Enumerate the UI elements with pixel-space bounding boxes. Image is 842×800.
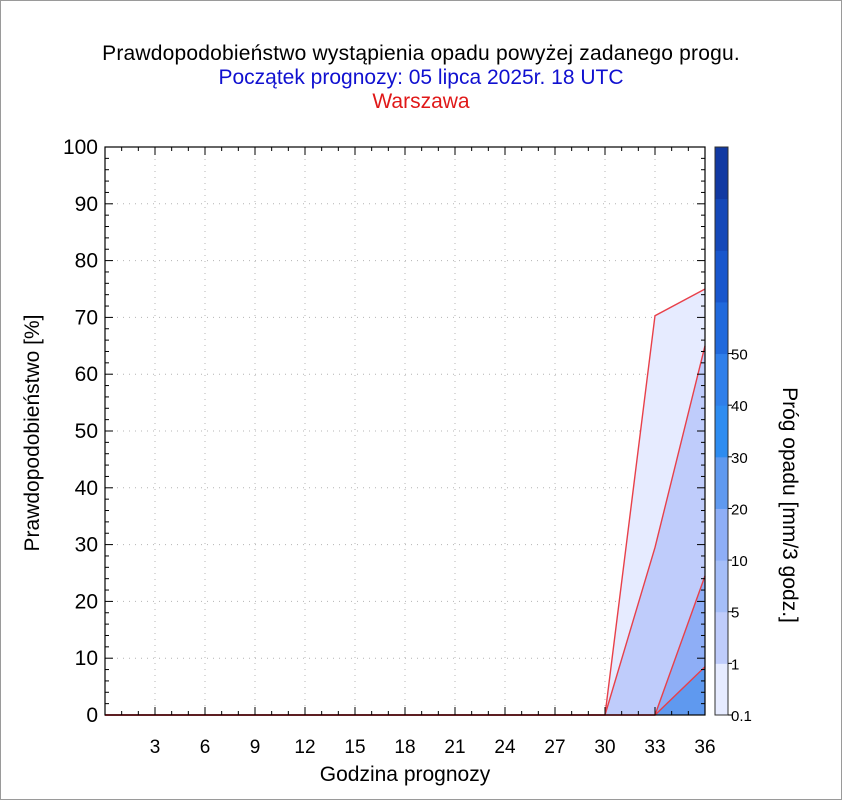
colorbar-tick-label: 20 — [731, 501, 748, 518]
colorbar-segment — [715, 147, 728, 200]
y-tick-label: 50 — [75, 420, 98, 443]
y-axis-label: Prawdopodobieństwo [%] — [21, 315, 44, 552]
x-tick-label: 30 — [594, 737, 615, 758]
colorbar-segment — [715, 198, 728, 251]
colorbar-tick-label: 5 — [731, 605, 739, 622]
x-tick-label: 15 — [344, 737, 365, 758]
colorbar-tick-label: 1 — [731, 656, 739, 673]
y-tick-label: 0 — [86, 704, 98, 727]
y-tick-label: 60 — [75, 363, 98, 386]
x-tick-label: 12 — [294, 737, 315, 758]
colorbar-segment — [715, 353, 728, 406]
y-tick-label: 80 — [75, 250, 98, 273]
y-tick-label: 100 — [63, 136, 98, 159]
x-tick-label: 24 — [494, 737, 516, 758]
colorbar-label: Próg opadu [mm/3 godz.] — [778, 387, 801, 623]
x-tick-label: 18 — [394, 737, 415, 758]
y-tick-label: 90 — [75, 193, 98, 216]
x-tick-label: 3 — [150, 737, 161, 758]
x-axis-label: Godzina prognozy — [320, 763, 491, 786]
colorbar-segment — [715, 301, 728, 355]
colorbar-segment — [715, 663, 728, 716]
colorbar-border — [714, 146, 729, 716]
colorbar-segment — [715, 405, 728, 458]
chart-title: Prawdopodobieństwo wystąpienia opadu pow… — [102, 42, 740, 65]
area-series-1 — [105, 345, 705, 715]
y-tick-label: 20 — [75, 590, 98, 613]
chart-location: Warszawa — [372, 90, 470, 113]
chart-subtitle: Początek prognozy: 05 lipca 2025r. 18 UT… — [218, 66, 624, 89]
plot-border — [104, 146, 706, 716]
x-tick-label: 27 — [544, 737, 565, 758]
colorbar-segment — [715, 250, 728, 303]
colorbar-tick-label: 30 — [731, 450, 748, 467]
colorbar-tick-label: 50 — [731, 347, 748, 364]
colorbar-segment — [715, 611, 728, 664]
x-tick-label: 36 — [694, 737, 715, 758]
y-tick-label: 40 — [75, 477, 98, 500]
colorbar-segment — [715, 508, 728, 561]
colorbar-segment — [715, 456, 728, 509]
x-tick-label: 6 — [200, 737, 211, 758]
y-tick-label: 30 — [75, 534, 98, 557]
y-tick-label: 10 — [75, 647, 98, 670]
x-tick-label: 21 — [444, 737, 465, 758]
x-tick-label: 33 — [644, 737, 665, 758]
colorbar-segment — [715, 560, 728, 613]
x-tick-label: 9 — [250, 737, 261, 758]
y-tick-label: 70 — [75, 306, 98, 329]
colorbar-tick-label: 10 — [731, 553, 748, 570]
colorbar-tick-label: 0.1 — [731, 708, 752, 725]
colorbar-tick-label: 40 — [731, 398, 748, 415]
